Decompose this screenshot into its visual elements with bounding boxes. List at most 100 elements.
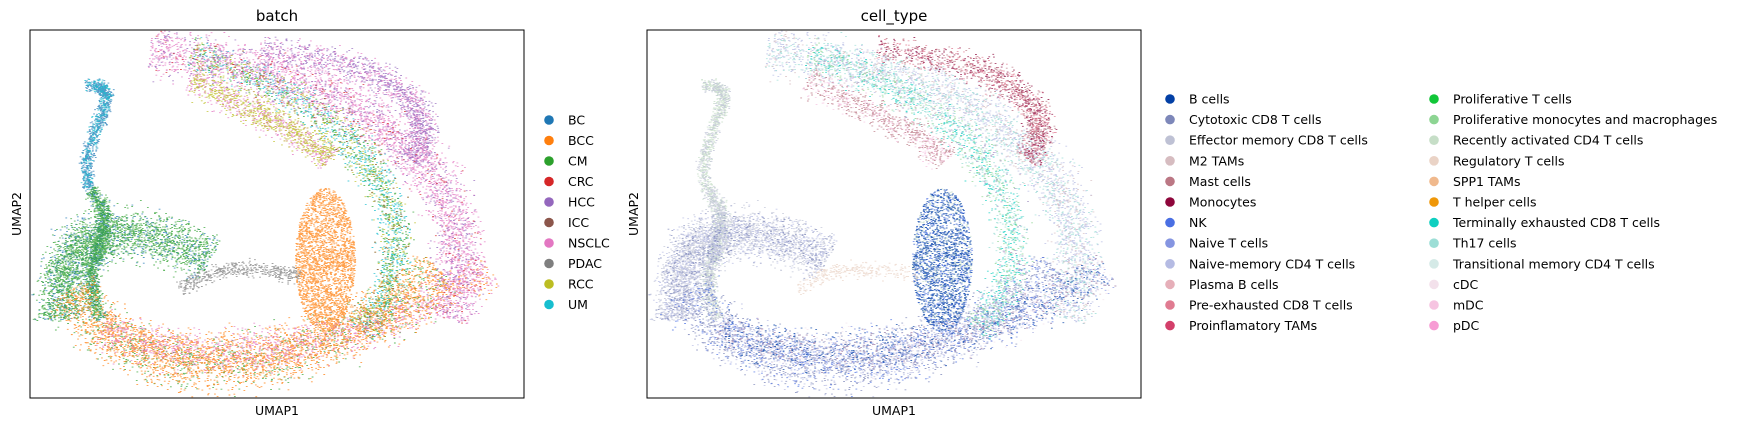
legend-marker-spp1-tams — [1429, 176, 1439, 187]
point-cloud — [648, 205, 1076, 398]
point-cloud — [876, 35, 1057, 167]
legend-marker-proliferative-monocytes-and-macrophages — [1429, 114, 1439, 125]
legend-label-crc: CRC — [568, 174, 594, 189]
legend-marker-crc — [544, 176, 554, 187]
legend-marker-pdac — [544, 258, 554, 269]
legend-marker-plasma-b-cells — [1165, 279, 1175, 290]
point-cloud — [95, 30, 500, 379]
legend-marker-mdc — [1429, 300, 1439, 310]
legend-marker-t-helper-cells — [1429, 197, 1439, 207]
legend-marker-proinflamatory-tams — [1165, 320, 1175, 331]
legend-label-monocytes: Monocytes — [1189, 195, 1256, 210]
legend-marker-m2-tams — [1165, 156, 1175, 166]
point-cloud — [155, 30, 486, 324]
legend-label-spp1-tams: SPP1 TAMs — [1453, 174, 1520, 189]
legend-marker-monocytes — [1165, 197, 1175, 207]
legend-marker-icc — [544, 217, 554, 228]
point-cloud — [765, 32, 1103, 338]
legend-label-mast-cells: Mast cells — [1189, 174, 1251, 189]
legend-marker-cytotoxic-cd8-t-cells — [1165, 114, 1175, 125]
point-cloud — [815, 38, 1029, 326]
panel-cell-type-points — [648, 30, 1117, 398]
panel-cell-type-xlabel: UMAP1 — [872, 403, 916, 418]
panel-cell-type-title: cell_type — [861, 7, 928, 26]
legend-label-naive-t-cells: Naive T cells — [1189, 236, 1268, 251]
legend-label-cdc: cDC — [1453, 277, 1478, 292]
legend-label-um: UM — [568, 297, 588, 312]
legend-label-cm: CM — [568, 154, 588, 169]
legend-label-effector-memory-cd8-t-cells: Effector memory CD8 T cells — [1189, 133, 1368, 148]
point-cloud — [712, 256, 1115, 377]
point-cloud — [188, 38, 417, 337]
point-cloud — [716, 258, 1112, 380]
panel-batch-title: batch — [256, 7, 298, 25]
panel-cell-type-ylabel: UMAP2 — [626, 192, 641, 236]
panel-cell-type-frame — [646, 29, 1142, 399]
legend-label-transitional-memory-cd4-t-cells: Transitional memory CD4 T cells — [1452, 256, 1655, 271]
legend-marker-recently-activated-cd4-t-cells — [1429, 135, 1439, 145]
legend-marker-th17-cells — [1429, 238, 1439, 248]
legend-marker-b-cells — [1165, 94, 1175, 104]
legend-label-regulatory-t-cells: Regulatory T cells — [1453, 153, 1565, 168]
point-cloud — [806, 38, 1034, 337]
legend-label-terminally-exhausted-cd8-t-cells: Terminally exhausted CD8 T cells — [1452, 215, 1660, 230]
legend-label-nk: NK — [1189, 215, 1207, 230]
legend-marker-cdc — [1429, 279, 1439, 290]
legend-label-t-helper-cells: T helper cells — [1452, 195, 1536, 210]
legend-label-proliferative-t-cells: Proliferative T cells — [1453, 92, 1572, 107]
legend-marker-bcc — [544, 135, 554, 146]
legend-label-cytotoxic-cd8-t-cells: Cytotoxic CD8 T cells — [1189, 112, 1321, 127]
point-cloud — [49, 187, 498, 398]
legend-label-bcc: BCC — [568, 133, 594, 148]
legend-marker-nk — [1165, 217, 1175, 228]
panel-batch-ylabel: UMAP2 — [9, 192, 24, 236]
legend-label-th17-cells: Th17 cells — [1452, 236, 1516, 251]
legend-marker-regulatory-t-cells — [1429, 156, 1439, 166]
panel-batch-legend: BC BCC CM CRC HCC ICC NSCLC PDAC RCC UM — [544, 113, 610, 312]
legend-marker-transitional-memory-cd4-t-cells — [1429, 259, 1439, 269]
panel-batch-points — [31, 30, 500, 398]
legend-marker-pdc — [1429, 320, 1439, 331]
legend-marker-proliferative-t-cells — [1429, 94, 1439, 104]
point-cloud — [716, 255, 1117, 379]
legend-label-proinflamatory-tams: Proinflamatory TAMs — [1189, 318, 1317, 333]
legend-label-proliferative-monocytes-and-macrophages: Proliferative monocytes and macrophages — [1453, 112, 1717, 127]
legend-label-bc: BC — [568, 113, 585, 128]
legend-marker-bc — [544, 115, 554, 125]
legend-marker-um — [544, 299, 554, 310]
point-cloud — [147, 31, 485, 323]
legend-label-b-cells: B cells — [1189, 92, 1230, 107]
legend-label-nsclc: NSCLC — [568, 236, 610, 251]
legend-marker-terminally-exhausted-cd8-t-cells — [1429, 217, 1439, 228]
legend-label-pre-exhausted-cd8-t-cells: Pre-exhausted CD8 T cells — [1189, 298, 1353, 313]
legend-label-icc: ICC — [568, 215, 589, 230]
legend-label-mdc: mDC — [1453, 298, 1484, 313]
legend-marker-nsclc — [544, 238, 554, 248]
point-cloud — [192, 44, 410, 336]
point-cloud — [800, 38, 1057, 170]
legend-marker-mast-cells — [1165, 176, 1175, 187]
legend-marker-naive-memory-cd4-t-cells — [1165, 259, 1175, 269]
legend-label-recently-activated-cd4-t-cells: Recently activated CD4 T cells — [1453, 133, 1643, 148]
panel-cell-type: cell_type UMAP1 UMAP2 B cells Cytotoxic C… — [626, 7, 1717, 418]
legend-marker-effector-memory-cd8-t-cells — [1165, 135, 1175, 145]
legend-marker-pre-exhausted-cd8-t-cells — [1165, 300, 1175, 310]
point-cloud — [797, 259, 919, 296]
legend-label-pdac: PDAC — [568, 256, 602, 271]
point-cloud — [713, 189, 1117, 379]
legend-marker-naive-t-cells — [1165, 238, 1175, 248]
legend-marker-hcc — [544, 197, 554, 207]
legend-label-rcc: RCC — [568, 277, 594, 292]
point-cloud — [176, 257, 302, 295]
legend-label-naive-memory-cd4-t-cells: Naive-memory CD4 T cells — [1189, 256, 1355, 271]
panel-batch-frame — [29, 29, 525, 399]
legend-label-pdc: pDC — [1453, 318, 1480, 333]
point-cloud — [802, 71, 953, 170]
legend-label-m2-tams: M2 TAMs — [1189, 153, 1244, 168]
legend-label-hcc: HCC — [568, 195, 595, 210]
legend-marker-cm — [544, 156, 554, 166]
panel-batch-xlabel: UMAP1 — [255, 403, 299, 418]
legend-marker-rcc — [544, 279, 554, 289]
point-cloud — [649, 79, 836, 323]
